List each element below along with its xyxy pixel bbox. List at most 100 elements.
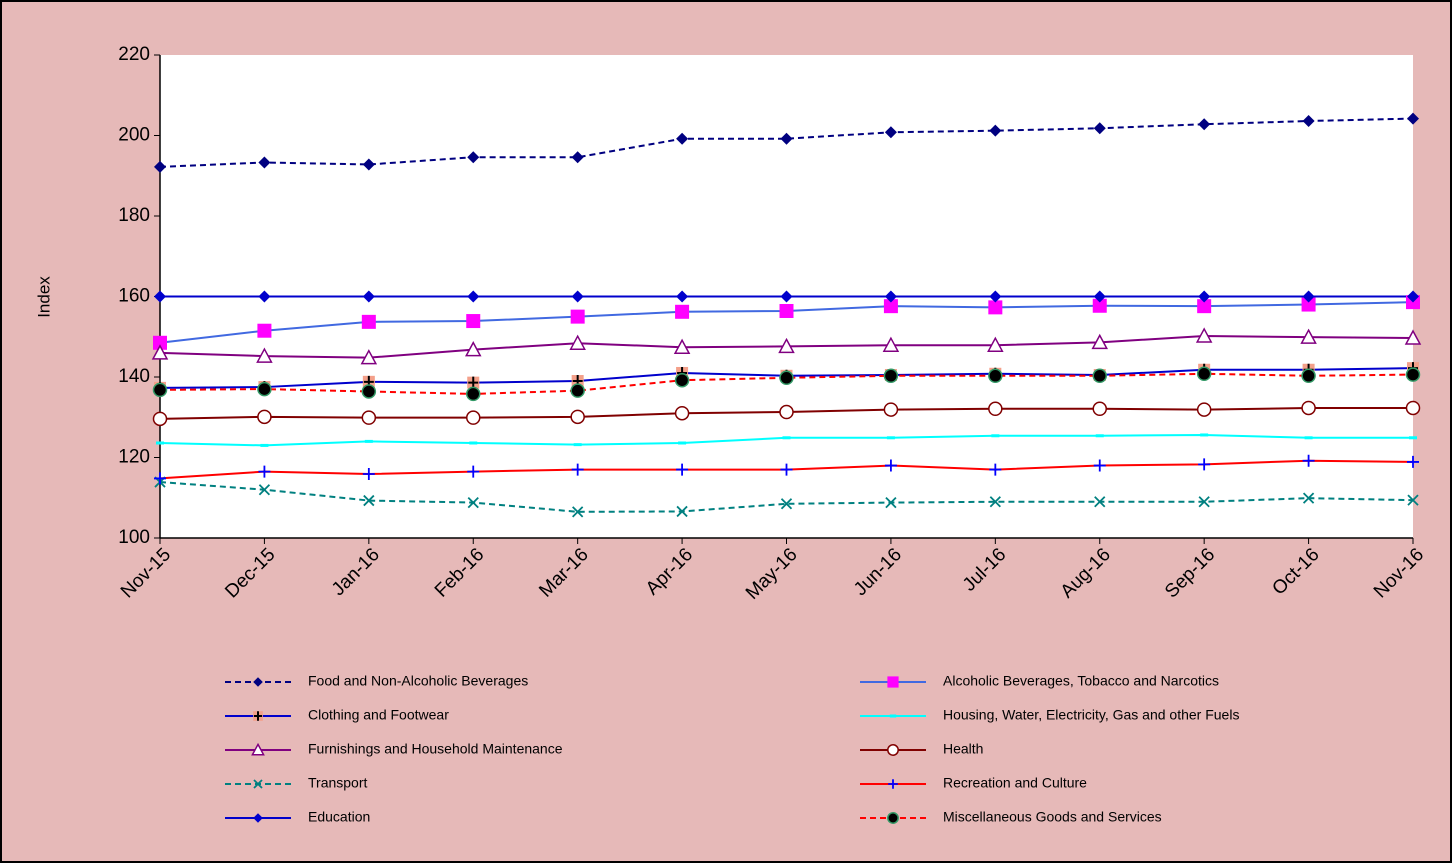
marker-shape (676, 463, 689, 476)
marker-shape (571, 290, 584, 303)
y-axis-label: Index (34, 276, 53, 318)
marker (258, 465, 271, 478)
marker-shape (1092, 298, 1107, 313)
marker-shape (1093, 122, 1106, 135)
marker-shape (1196, 366, 1212, 382)
marker (1405, 367, 1421, 382)
marker (779, 370, 794, 386)
marker-shape (253, 813, 263, 823)
marker-shape (257, 381, 272, 397)
marker-shape (466, 410, 481, 425)
marker (570, 409, 585, 425)
marker-shape (152, 411, 168, 427)
marker (257, 409, 272, 425)
marker (883, 402, 899, 417)
marker (676, 132, 689, 145)
marker (779, 303, 794, 318)
marker-shape (466, 314, 481, 329)
marker (570, 383, 585, 398)
marker (1198, 458, 1211, 471)
marker (253, 711, 263, 721)
marker (466, 386, 481, 402)
marker-shape (258, 484, 271, 496)
marker (467, 465, 480, 478)
marker (674, 372, 690, 388)
marker (253, 779, 263, 789)
marker (780, 463, 793, 476)
marker-shape (362, 290, 375, 303)
marker-shape (676, 132, 689, 145)
marker-shape (674, 405, 690, 421)
marker-shape (154, 290, 166, 303)
marker (1198, 290, 1211, 303)
marker-shape (780, 498, 793, 510)
marker (361, 384, 377, 399)
marker-shape (989, 124, 1002, 137)
marker (1301, 368, 1316, 384)
marker-shape (362, 468, 375, 481)
marker-shape (570, 309, 585, 324)
marker (988, 401, 1003, 417)
marker (1301, 400, 1316, 416)
marker (570, 309, 585, 324)
marker-shape (154, 472, 166, 485)
marker (1301, 297, 1316, 312)
marker-shape (258, 156, 271, 169)
legend-label: Housing, Water, Electricity, Gas and oth… (943, 707, 1239, 723)
legend-label: Education (308, 809, 370, 825)
marker (360, 349, 378, 365)
marker-shape (883, 368, 899, 384)
marker (569, 334, 586, 350)
marker (258, 484, 271, 496)
marker (571, 463, 584, 476)
marker (467, 151, 480, 164)
legend-label: Health (943, 741, 983, 757)
marker-shape (1301, 400, 1316, 416)
marker (676, 463, 689, 476)
marker-shape (1197, 299, 1212, 314)
marker (154, 290, 166, 303)
marker (1195, 327, 1213, 343)
marker (467, 496, 479, 509)
marker-shape (987, 336, 1004, 352)
marker-shape (1198, 458, 1211, 471)
y-tick-label: 160 (118, 286, 150, 307)
marker (1092, 298, 1107, 313)
marker (989, 463, 1002, 476)
marker-shape (778, 337, 795, 354)
marker (467, 290, 480, 303)
marker (885, 496, 897, 509)
marker (466, 410, 481, 425)
marker (1407, 112, 1419, 125)
marker-shape (361, 314, 376, 329)
marker-shape (467, 151, 480, 164)
marker-shape (467, 290, 480, 303)
marker-shape (675, 304, 690, 319)
marker (1302, 492, 1315, 504)
marker (987, 336, 1004, 352)
marker (1196, 402, 1212, 417)
y-tick-label: 200 (118, 125, 150, 146)
marker-shape (1407, 455, 1419, 468)
marker-shape (779, 404, 794, 420)
marker-shape (1302, 454, 1315, 467)
marker (152, 411, 168, 427)
marker-shape (569, 334, 586, 350)
marker-shape (885, 496, 897, 509)
marker (778, 337, 795, 354)
marker (363, 494, 375, 507)
marker (1405, 400, 1421, 416)
marker-shape (361, 410, 377, 425)
marker-shape (780, 463, 793, 476)
marker-shape (257, 409, 272, 425)
marker-shape (256, 347, 273, 363)
marker (883, 368, 899, 384)
marker-shape (253, 677, 263, 687)
marker (1300, 328, 1317, 344)
marker (884, 290, 897, 303)
marker (887, 812, 899, 824)
legend-label: Miscellaneous Goods and Services (943, 809, 1162, 825)
marker-shape (251, 742, 265, 756)
marker (673, 338, 691, 354)
